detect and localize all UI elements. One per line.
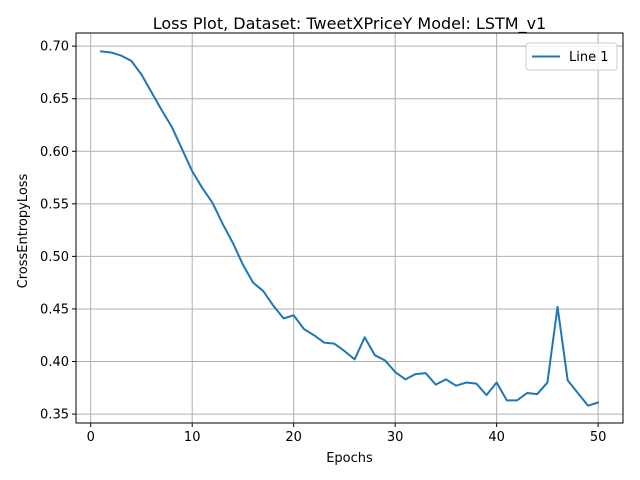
- x-tick-label: 30: [387, 430, 404, 445]
- x-axis-label: Epochs: [326, 451, 373, 466]
- y-tick-label: 0.65: [40, 92, 69, 107]
- y-tick-label: 0.45: [40, 302, 69, 317]
- y-axis-ticks: 0.35 0.40 0.45 0.50 0.55 0.60 0.65 0.70: [40, 40, 76, 423]
- y-tick-label: 0.50: [40, 250, 69, 265]
- x-tick-label: 20: [285, 430, 302, 445]
- series-line: [99, 50, 600, 407]
- legend-box: [525, 42, 618, 71]
- x-tick-label: 0: [87, 430, 95, 445]
- x-tick-label: 50: [590, 430, 607, 445]
- y-tick-label: 0.70: [40, 40, 69, 55]
- y-tick-label: 0.40: [40, 355, 69, 370]
- y-tick-label: 0.55: [40, 197, 69, 212]
- legend: Line 1: [525, 42, 618, 71]
- legend-label: Line 1: [569, 50, 609, 65]
- series-layer: [99, 50, 600, 407]
- grid: [76, 33, 623, 423]
- y-axis-label: CrossEntropyLoss: [16, 173, 31, 288]
- axes-frame: [75, 32, 624, 424]
- y-tick-label: 0.35: [40, 408, 69, 423]
- chart-title: Loss Plot, Dataset: TweetXPriceY Model: …: [153, 14, 546, 34]
- y-tick-label: 0.60: [40, 145, 69, 160]
- x-tick-label: 10: [184, 430, 201, 445]
- x-axis-ticks: 0 10 20 30 40 50: [87, 423, 607, 445]
- x-tick-label: 40: [488, 430, 505, 445]
